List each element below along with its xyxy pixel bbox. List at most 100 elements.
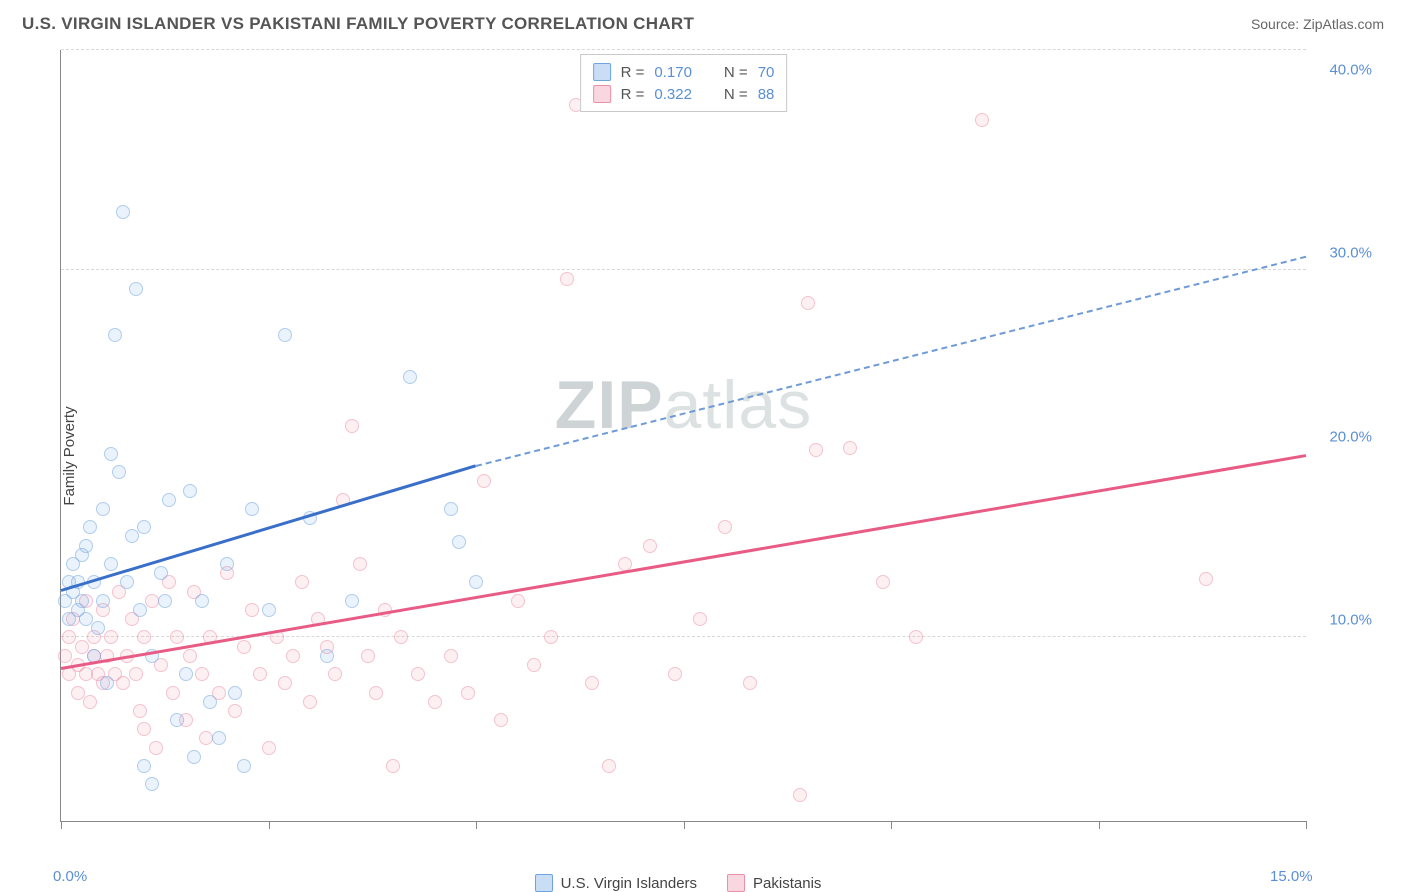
chart-container: Family Poverty ZIPatlas R =0.170N =70R =… <box>50 50 1386 862</box>
legend-r-value: 0.322 <box>654 86 692 103</box>
x-tick <box>61 821 62 829</box>
data-point <box>137 520 151 534</box>
data-point <box>75 594 89 608</box>
legend-label: U.S. Virgin Islanders <box>561 875 697 892</box>
data-point <box>100 676 114 690</box>
data-point <box>345 594 359 608</box>
data-point <box>809 443 823 457</box>
data-point <box>801 296 815 310</box>
legend-swatch <box>593 85 611 103</box>
data-point <box>187 750 201 764</box>
data-point <box>909 630 923 644</box>
legend-n-label: N = <box>724 86 748 103</box>
data-point <box>444 649 458 663</box>
data-point <box>79 612 93 626</box>
data-point <box>237 759 251 773</box>
trend-line <box>61 455 1307 671</box>
data-point <box>58 649 72 663</box>
data-point <box>79 539 93 553</box>
x-tick <box>1306 821 1307 829</box>
data-point <box>116 676 130 690</box>
data-point <box>129 282 143 296</box>
data-point <box>96 594 110 608</box>
data-point <box>83 520 97 534</box>
data-point <box>154 566 168 580</box>
data-point <box>162 493 176 507</box>
data-point <box>137 759 151 773</box>
y-tick-label: 30.0% <box>1329 245 1372 262</box>
legend-swatch <box>727 874 745 892</box>
data-point <box>253 667 267 681</box>
data-point <box>166 686 180 700</box>
data-point <box>71 686 85 700</box>
data-point <box>149 741 163 755</box>
data-point <box>195 594 209 608</box>
gridline <box>61 49 1306 50</box>
legend-r-value: 0.170 <box>654 64 692 81</box>
data-point <box>403 370 417 384</box>
data-point <box>228 686 242 700</box>
data-point <box>328 667 342 681</box>
data-point <box>133 603 147 617</box>
x-tick <box>1099 821 1100 829</box>
data-point <box>133 704 147 718</box>
data-point <box>125 529 139 543</box>
legend-label: Pakistanis <box>753 875 821 892</box>
legend-n-label: N = <box>724 64 748 81</box>
data-point <box>444 502 458 516</box>
data-point <box>104 630 118 644</box>
data-point <box>511 594 525 608</box>
legend-n-value: 70 <box>758 64 775 81</box>
data-point <box>228 704 242 718</box>
data-point <box>237 640 251 654</box>
data-point <box>96 502 110 516</box>
data-point <box>170 713 184 727</box>
data-point <box>560 272 574 286</box>
x-tick <box>269 821 270 829</box>
data-point <box>278 676 292 690</box>
legend-item: Pakistanis <box>727 874 821 892</box>
x-tick <box>476 821 477 829</box>
data-point <box>718 520 732 534</box>
data-point <box>112 465 126 479</box>
data-point <box>320 649 334 663</box>
data-point <box>278 328 292 342</box>
trend-line <box>476 255 1306 466</box>
data-point <box>452 535 466 549</box>
legend-r-label: R = <box>621 64 645 81</box>
data-point <box>195 667 209 681</box>
data-point <box>170 630 184 644</box>
data-point <box>975 113 989 127</box>
data-point <box>843 441 857 455</box>
data-point <box>461 686 475 700</box>
data-point <box>245 603 259 617</box>
data-point <box>743 676 757 690</box>
data-point <box>62 630 76 644</box>
data-point <box>91 621 105 635</box>
plot-area: ZIPatlas R =0.170N =70R =0.322N =88 10.0… <box>60 50 1306 822</box>
legend-n-value: 88 <box>758 86 775 103</box>
data-point <box>158 594 172 608</box>
data-point <box>303 695 317 709</box>
data-point <box>262 741 276 755</box>
x-tick <box>684 821 685 829</box>
x-tick <box>891 821 892 829</box>
data-point <box>428 695 442 709</box>
data-point <box>108 328 122 342</box>
data-point <box>643 539 657 553</box>
data-point <box>212 731 226 745</box>
data-point <box>369 686 383 700</box>
data-point <box>286 649 300 663</box>
data-point <box>793 788 807 802</box>
data-point <box>544 630 558 644</box>
data-point <box>602 759 616 773</box>
data-point <box>693 612 707 626</box>
source-attribution: Source: ZipAtlas.com <box>1251 16 1384 32</box>
trend-line <box>61 464 477 592</box>
legend-swatch <box>593 63 611 81</box>
y-tick-label: 40.0% <box>1329 61 1372 78</box>
legend-item: U.S. Virgin Islanders <box>535 874 697 892</box>
data-point <box>83 695 97 709</box>
data-point <box>353 557 367 571</box>
data-point <box>245 502 259 516</box>
